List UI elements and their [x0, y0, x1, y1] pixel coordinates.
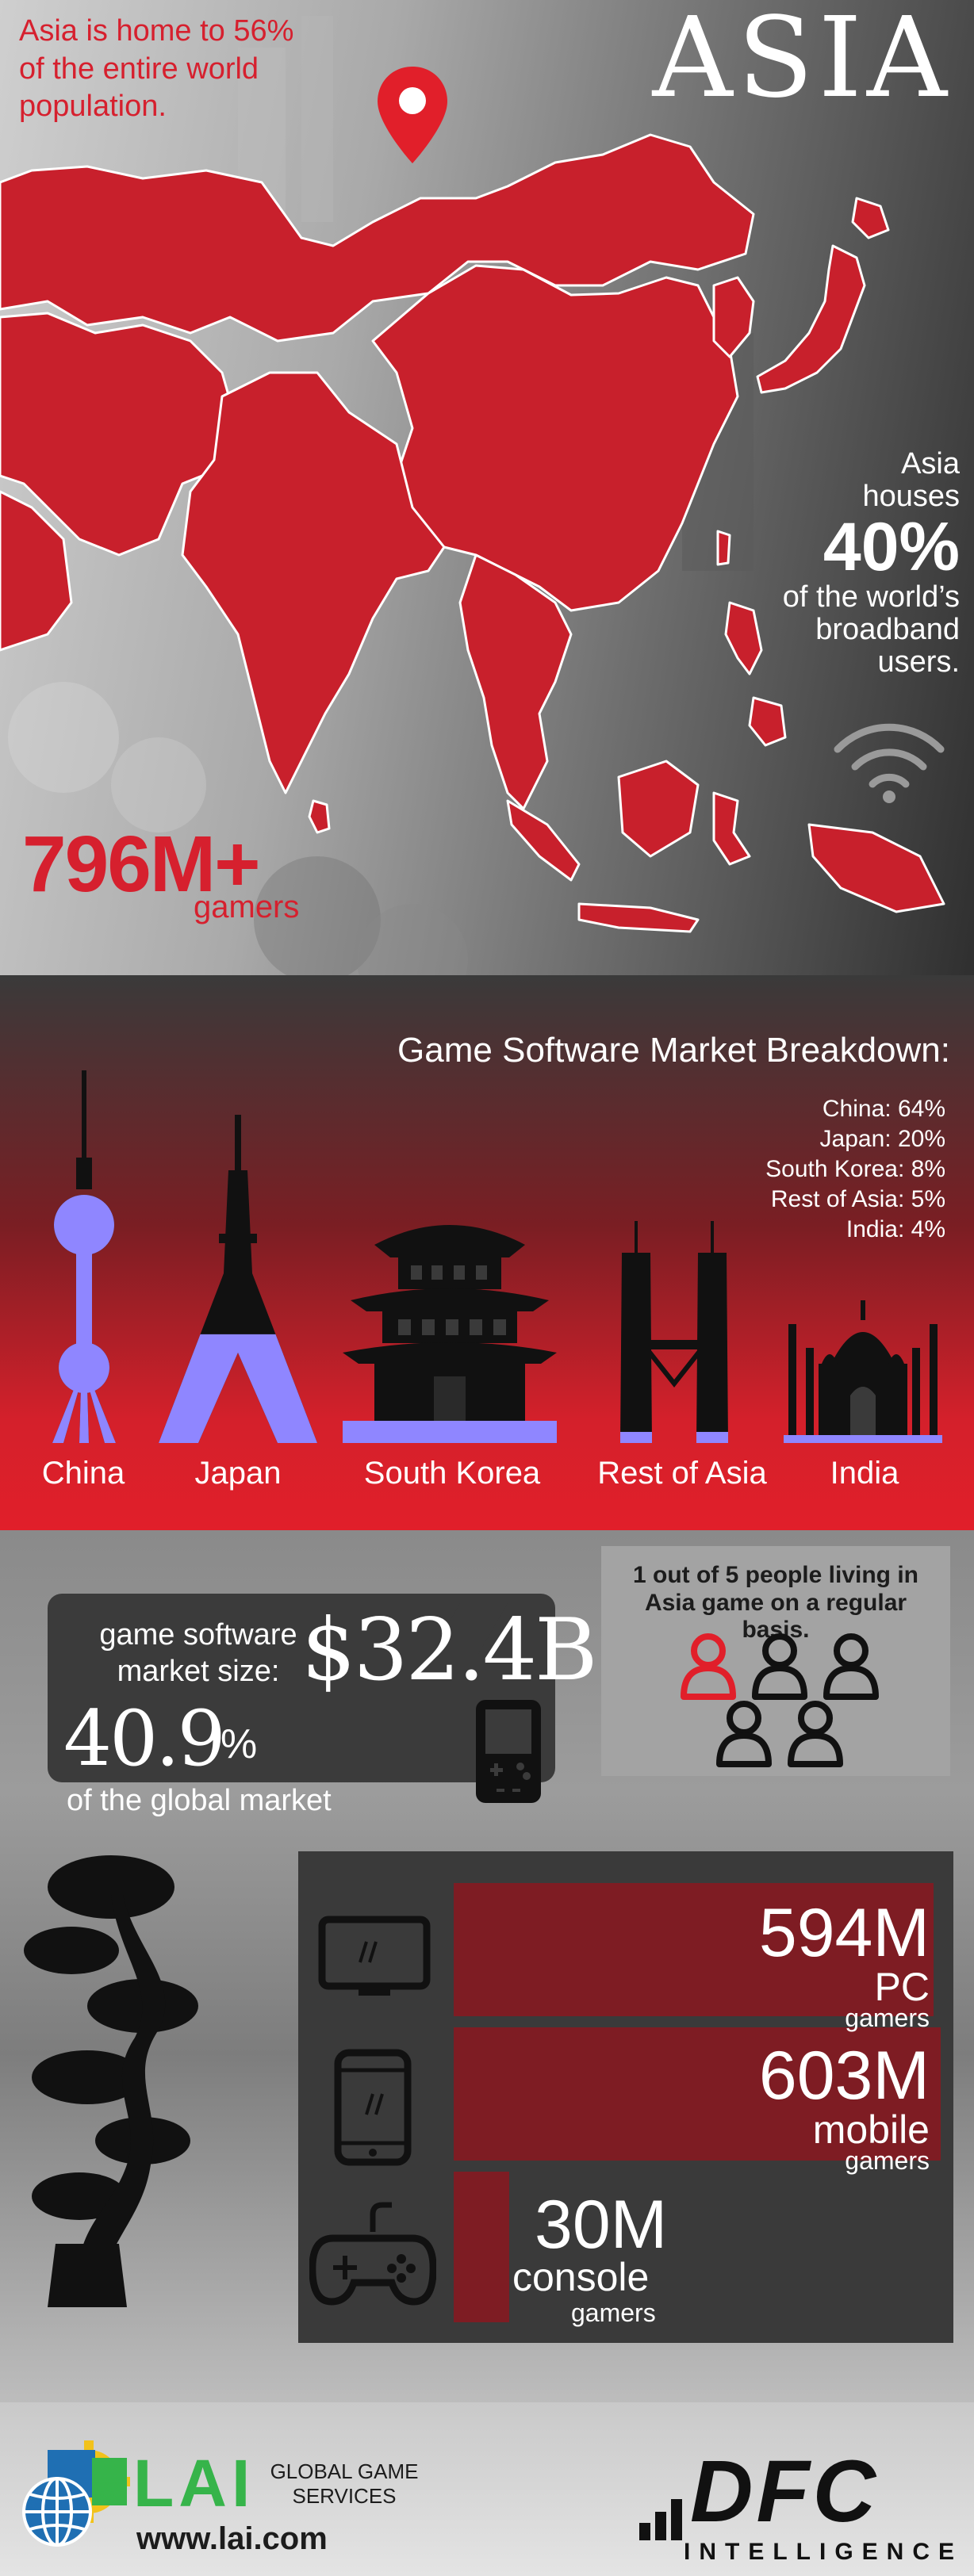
map-java: [577, 902, 700, 933]
country-label-india: India: [830, 1456, 899, 1491]
lai-logo-text: LAI: [133, 2446, 255, 2520]
market-size-label: game software market size:: [99, 1618, 297, 1688]
country-label-rest-of-asia: Rest of Asia: [597, 1456, 767, 1491]
dfc-logo-subtitle: INTELLIGENCE: [684, 2539, 964, 2565]
map-north-asia: [0, 133, 755, 343]
map-korea: [712, 276, 755, 358]
map-japan: [756, 244, 866, 394]
breakdown-item: South Korea: 8%: [765, 1156, 945, 1182]
rest-of-asia-towers-icon: [620, 1221, 728, 1443]
mobile-gamers-unit: gamers: [845, 2146, 930, 2175]
asia-map: [0, 133, 945, 933]
mobile-gamers-kind: mobile: [812, 2107, 930, 2152]
market-size-value: $32.4B: [301, 1601, 598, 1700]
breakdown-item: India: 4%: [846, 1216, 945, 1242]
dfc-bars-icon: [639, 2499, 682, 2540]
broadband-line5: users.: [877, 645, 960, 679]
lai-tagline: GLOBAL GAME SERVICES: [270, 2459, 419, 2509]
person-icon-highlighted: [681, 1633, 736, 1700]
pc-gamers-kind: PC: [874, 1965, 930, 2009]
market-breakdown-section: Game Software Market Breakdown: China: 6…: [0, 975, 974, 1530]
background-decor: [8, 16, 754, 975]
map-hokkaido: [851, 197, 890, 239]
market-breakdown-title: Game Software Market Breakdown:: [397, 1031, 950, 1070]
person-icon: [716, 1701, 772, 1767]
breakdown-item: China: 64%: [822, 1096, 945, 1122]
broadband-stat: Asia houses 40% of the world’s broadband…: [722, 447, 960, 679]
country-label-japan: Japan: [194, 1456, 282, 1491]
gamers-value: 796M+: [22, 820, 261, 909]
pc-gamers-value: 594M: [758, 1895, 930, 1971]
broadband-line1: Asia: [901, 447, 960, 480]
people-icons: [681, 1633, 879, 1767]
console-gamers-unit: gamers: [571, 2298, 656, 2327]
china-tower-icon: [52, 1070, 116, 1443]
lai-website-link[interactable]: www.lai.com: [136, 2521, 328, 2556]
map-papua: [807, 823, 945, 913]
bonsai-tree-icon: [24, 1855, 198, 2307]
dfc-logo-text: DFC: [690, 2443, 880, 2540]
population-text: Asia is home to 56% of the entire world …: [19, 14, 294, 123]
country-label-south-korea: South Korea: [363, 1456, 541, 1491]
broadband-line3: of the world’s: [782, 580, 960, 614]
south-korea-pagoda-icon: [343, 1225, 557, 1443]
map-mindanao: [748, 696, 787, 747]
map-sulawesi: [712, 791, 751, 866]
person-icon: [788, 1701, 843, 1767]
map-philippines: [724, 601, 763, 676]
handheld-console-icon: [476, 1700, 541, 1803]
smartphone-icon: [334, 2049, 412, 2166]
map-sumatra: [506, 799, 581, 882]
map-sri-lanka: [308, 799, 331, 834]
country-label-china: China: [41, 1456, 125, 1491]
location-pin-icon: [378, 67, 447, 163]
map-india: [181, 371, 446, 794]
map-taiwan: [716, 530, 731, 566]
footer: LAI GLOBAL GAME SERVICES www.lai.com DFC…: [0, 2402, 974, 2576]
regular-gamers-card: 1 out of 5 people living in Asia game on…: [601, 1546, 950, 1776]
breakdown-item: Japan: 20%: [819, 1126, 945, 1152]
page-title: ASIA: [652, 0, 952, 123]
monitor-icon: [318, 1916, 431, 1996]
map-borneo: [617, 760, 700, 858]
console-gamers-bar: [454, 2172, 509, 2322]
global-share-label: of the global market: [67, 1784, 332, 1817]
stats-section: game software market size: $32.4B 40.9 %…: [0, 1530, 974, 2402]
market-size-card: game software market size: $32.4B 40.9 %…: [48, 1594, 598, 1817]
japan-tower-icon: [159, 1115, 317, 1443]
map-se-asia: [458, 553, 573, 810]
mobile-gamers-value: 603M: [758, 2038, 930, 2114]
person-icon: [752, 1633, 807, 1700]
global-share-symbol: %: [220, 1721, 258, 1767]
global-share-value: 40.9: [63, 1694, 226, 1783]
broadband-line4: broadband: [815, 613, 960, 647]
gamepad-icon: [309, 2202, 436, 2306]
mobile-gamers-bar: [454, 2027, 941, 2161]
pc-gamers-bar: [454, 1883, 934, 2016]
wifi-icon: [834, 723, 945, 803]
broadband-percent: 40%: [823, 509, 960, 586]
console-gamers-value: 30M: [535, 2187, 668, 2263]
india-taj-mahal-icon: [784, 1300, 942, 1443]
breakdown-item: Rest of Asia: 5%: [770, 1186, 945, 1212]
regular-gamers-text: 1 out of 5 people living in Asia game on…: [632, 1562, 918, 1643]
platform-gamers-panel: 594M PC gamers 603M mobile gamers 30M co…: [298, 1851, 953, 2343]
person-icon: [823, 1633, 879, 1700]
pc-gamers-unit: gamers: [845, 2004, 930, 2032]
lai-globe-logo-icon: [22, 2440, 130, 2547]
console-gamers-kind: console: [512, 2255, 650, 2299]
asia-map-section: ASIA Asia is home to 56% of the entire w…: [0, 0, 974, 975]
gamers-label: gamers: [194, 890, 300, 924]
market-breakdown-list: China: 64% Japan: 20% South Korea: 8% Re…: [765, 1094, 945, 1245]
map-arabia: [0, 490, 73, 652]
broadband-line2: houses: [862, 480, 960, 514]
